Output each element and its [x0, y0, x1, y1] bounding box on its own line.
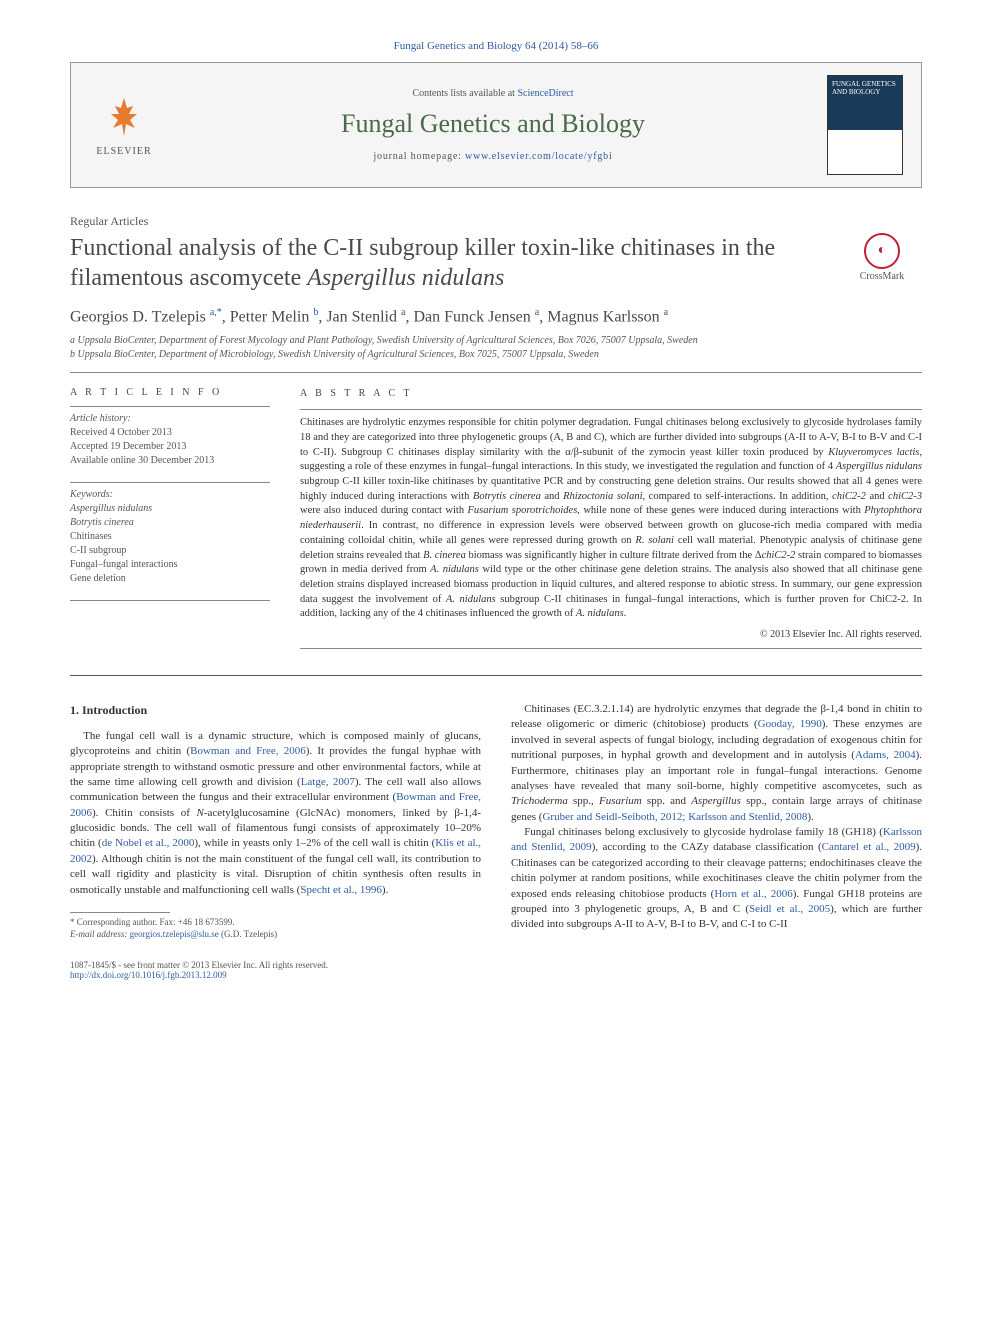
footnote-separator — [70, 912, 170, 913]
keyword: Aspergillus nidulans — [70, 502, 270, 516]
citation-link[interactable]: Fungal Genetics and Biology 64 (2014) 58… — [394, 40, 599, 52]
body-columns: 1. Introduction The fungal cell wall is … — [70, 702, 922, 940]
history-line: Available online 30 December 2013 — [70, 454, 270, 468]
info-rule — [70, 600, 270, 601]
history-body: Received 4 October 2013 Accepted 19 Dece… — [70, 426, 270, 468]
contents-line: Contents lists available at ScienceDirec… — [177, 88, 809, 99]
title-row: Functional analysis of the C-II subgroup… — [70, 233, 922, 293]
info-abstract-row: A R T I C L E I N F O Article history: R… — [70, 387, 922, 655]
journal-cover-thumb: FUNGAL GENETICS AND BIOLOGY — [827, 75, 903, 175]
page-footer: 1087-1845/$ - see front matter © 2013 El… — [70, 960, 922, 980]
keyword: C-II subgroup — [70, 544, 270, 558]
abstract-rule — [300, 409, 922, 410]
page-root: Fungal Genetics and Biology 64 (2014) 58… — [0, 0, 992, 1020]
keyword: Gene deletion — [70, 572, 270, 586]
crossmark-icon: ◐ — [864, 233, 900, 269]
header-center: Contents lists available at ScienceDirec… — [177, 88, 809, 162]
info-heading-left: A R T I C L E I N F O — [70, 387, 270, 398]
affiliation-a: a Uppsala BioCenter, Department of Fores… — [70, 334, 922, 348]
intro-para-1: The fungal cell wall is a dynamic struct… — [70, 729, 481, 898]
email-suffix: (G.D. Tzelepis) — [221, 929, 277, 939]
history-title: Article history: — [70, 413, 270, 424]
info-rule — [70, 482, 270, 483]
corresponding-footnote: * Corresponding author. Fax: +46 18 6735… — [70, 917, 481, 940]
email-line: E-mail address: georgios.tzelepis@slu.se… — [70, 929, 481, 941]
section-divider — [70, 675, 922, 676]
authors-line: Georgios D. Tzelepis a,*, Petter Melin b… — [70, 307, 922, 326]
history-line: Accepted 19 December 2013 — [70, 440, 270, 454]
keyword: Chitinases — [70, 530, 270, 544]
email-link[interactable]: georgios.tzelepis@slu.se — [130, 929, 219, 939]
elsevier-label: ELSEVIER — [89, 146, 159, 157]
cover-text: FUNGAL GENETICS AND BIOLOGY — [832, 80, 896, 96]
article-info-col: A R T I C L E I N F O Article history: R… — [70, 387, 270, 655]
journal-name: Fungal Genetics and Biology — [177, 109, 809, 139]
homepage-prefix: journal homepage: — [373, 151, 465, 162]
info-rule — [70, 406, 270, 407]
journal-header-box: ELSEVIER Contents lists available at Sci… — [70, 62, 922, 188]
sciencedirect-link[interactable]: ScienceDirect — [517, 88, 573, 99]
elsevier-logo: ELSEVIER — [89, 94, 159, 157]
elsevier-tree-icon — [89, 94, 159, 146]
intro-para-3: Fungal chitinases belong exclusively to … — [511, 825, 922, 933]
copyright-line: © 2013 Elsevier Inc. All rights reserved… — [300, 628, 922, 642]
article-title: Functional analysis of the C-II subgroup… — [70, 233, 822, 293]
abstract-rule — [300, 648, 922, 649]
affiliations: a Uppsala BioCenter, Department of Fores… — [70, 334, 922, 362]
issn-line: 1087-1845/$ - see front matter © 2013 El… — [70, 960, 922, 970]
doi-link[interactable]: http://dx.doi.org/10.1016/j.fgb.2013.12.… — [70, 970, 227, 980]
crossmark-badge[interactable]: ◐ CrossMark — [842, 233, 922, 282]
abstract-text: Chitinases are hydrolytic enzymes respon… — [300, 416, 922, 622]
article-type: Regular Articles — [70, 214, 922, 229]
keyword: Botrytis cinerea — [70, 516, 270, 530]
history-line: Received 4 October 2013 — [70, 426, 270, 440]
email-label: E-mail address: — [70, 929, 127, 939]
keywords-title: Keywords: — [70, 489, 270, 500]
homepage-line: journal homepage: www.elsevier.com/locat… — [177, 151, 809, 162]
corr-author: * Corresponding author. Fax: +46 18 6735… — [70, 917, 481, 929]
homepage-link[interactable]: www.elsevier.com/locate/yfgbi — [465, 151, 613, 162]
affiliation-b: b Uppsala BioCenter, Department of Micro… — [70, 348, 922, 362]
contents-prefix: Contents lists available at — [412, 88, 517, 99]
divider-rule — [70, 372, 922, 373]
crossmark-label: CrossMark — [860, 271, 904, 282]
section-1-heading: 1. Introduction — [70, 702, 481, 719]
intro-para-2: Chitinases (EC.3.2.1.14) are hydrolytic … — [511, 702, 922, 825]
keywords-body: Aspergillus nidulans Botrytis cinerea Ch… — [70, 502, 270, 586]
keyword: Fungal–fungal interactions — [70, 558, 270, 572]
abstract-col: A B S T R A C T Chitinases are hydrolyti… — [300, 387, 922, 655]
citation-header: Fungal Genetics and Biology 64 (2014) 58… — [70, 40, 922, 52]
info-heading-right: A B S T R A C T — [300, 387, 922, 401]
